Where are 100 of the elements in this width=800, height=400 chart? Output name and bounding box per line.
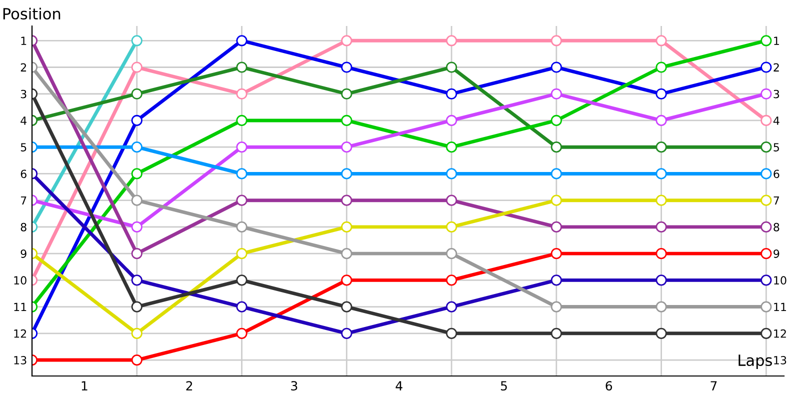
point — [236, 35, 248, 46]
x-axis-title: Laps — [738, 354, 772, 369]
point — [656, 221, 667, 233]
point — [656, 248, 667, 260]
y2-tick-label: 1 — [774, 36, 779, 45]
point — [656, 62, 667, 73]
point — [131, 62, 142, 73]
point — [656, 274, 667, 286]
y-tick-label: 7 — [20, 196, 26, 205]
y-tick-label: 2 — [20, 63, 26, 72]
y2-tick-label: 9 — [774, 250, 780, 258]
y2-tick-label: 10 — [774, 276, 786, 285]
y-tick-label: 5 — [20, 143, 26, 152]
point — [656, 35, 667, 46]
point — [656, 194, 667, 206]
point — [550, 274, 562, 286]
point — [341, 114, 352, 126]
point — [760, 62, 772, 73]
point — [131, 301, 142, 312]
point — [446, 301, 458, 312]
point — [236, 274, 248, 286]
y2-tick-label: 5 — [774, 143, 779, 152]
point — [131, 194, 142, 206]
y-tick-label: 8 — [20, 222, 26, 232]
point — [760, 194, 772, 206]
point — [236, 62, 248, 73]
point — [341, 248, 352, 260]
point — [550, 62, 562, 73]
point — [760, 114, 772, 126]
point — [131, 354, 142, 366]
point — [236, 114, 248, 126]
y-tick-label: 12 — [14, 329, 26, 338]
point — [550, 142, 562, 153]
x-tick-label: 3 — [291, 381, 298, 391]
point — [656, 168, 667, 180]
point — [341, 221, 352, 233]
point — [760, 142, 772, 153]
y-axis-title: Position — [3, 8, 60, 20]
x-tick-label: 5 — [500, 381, 507, 391]
point — [550, 88, 562, 100]
y2-tick-label: 8 — [774, 222, 780, 232]
point — [760, 221, 772, 233]
point — [131, 274, 142, 286]
point — [656, 142, 667, 153]
point — [341, 35, 352, 46]
point — [341, 328, 352, 339]
point — [236, 142, 248, 153]
y-tick-label: 11 — [14, 302, 26, 312]
point — [236, 168, 248, 180]
point — [341, 194, 352, 206]
y-tick-label: 13 — [14, 356, 26, 364]
point — [760, 301, 772, 312]
x-tick-label: 7 — [710, 381, 717, 390]
point — [446, 114, 458, 126]
y-tick-label: 6 — [20, 170, 26, 178]
point — [236, 221, 248, 233]
y-tick-label: 3 — [20, 90, 26, 98]
point — [341, 274, 352, 286]
point — [550, 114, 562, 126]
point — [236, 248, 248, 260]
point — [446, 328, 458, 339]
point — [760, 248, 772, 260]
y2-tick-label: 4 — [773, 116, 780, 125]
point — [341, 168, 352, 180]
point — [236, 194, 248, 206]
point — [341, 88, 352, 100]
point — [550, 248, 562, 260]
point — [131, 328, 142, 339]
point — [131, 221, 142, 233]
point — [131, 114, 142, 126]
point — [760, 168, 772, 180]
point — [341, 142, 352, 153]
x-tick-label: 1 — [82, 381, 88, 390]
point — [550, 168, 562, 180]
y2-tick-label: 7 — [774, 196, 780, 205]
y2-tick-label: 6 — [774, 170, 780, 178]
point — [656, 328, 667, 339]
point — [131, 248, 142, 260]
point — [760, 328, 772, 339]
point — [550, 301, 562, 312]
point — [760, 88, 772, 100]
point — [236, 88, 248, 100]
point — [341, 62, 352, 73]
point — [446, 62, 458, 73]
y2-tick-label: 13 — [774, 356, 786, 364]
point — [550, 221, 562, 233]
point — [236, 301, 248, 312]
y-tick-label: 1 — [21, 36, 26, 45]
point — [656, 88, 667, 100]
y2-tick-label: 12 — [774, 329, 786, 338]
x-tick-label: 4 — [396, 381, 402, 390]
y-tick-label: 10 — [14, 276, 26, 285]
y-tick-label: 4 — [20, 116, 27, 125]
y-tick-label: 9 — [20, 250, 26, 258]
point — [446, 35, 458, 46]
point — [131, 168, 142, 180]
point — [760, 35, 772, 46]
point — [446, 221, 458, 233]
point — [236, 328, 248, 339]
point — [446, 274, 458, 286]
